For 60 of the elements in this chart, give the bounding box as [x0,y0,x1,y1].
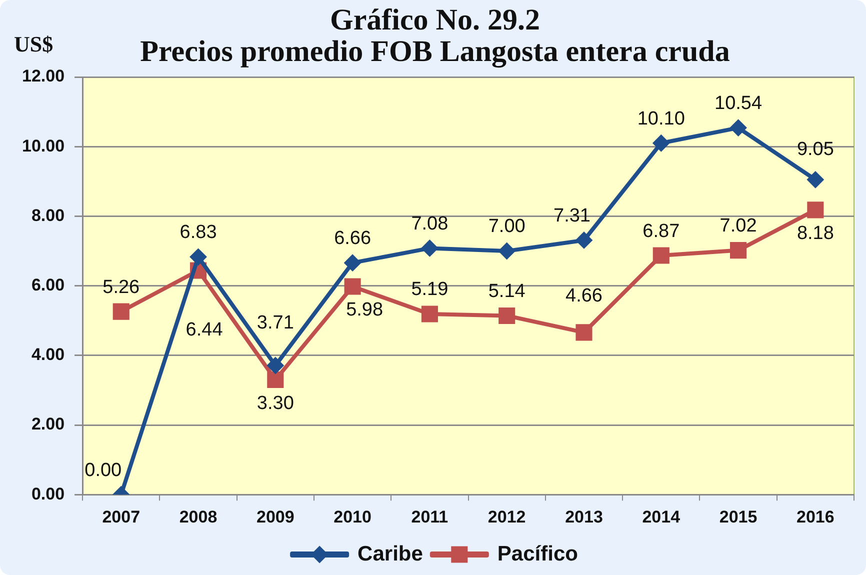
point [652,134,670,152]
data-label: 6.44 [186,320,224,341]
y-tick-label: 12.00 [22,66,65,86]
point [652,247,670,264]
x-tick-label: 2009 [256,507,294,526]
point [730,242,747,259]
data-label: 7.02 [720,216,757,237]
x-tick-label: 2011 [411,507,448,526]
point [421,240,438,257]
data-label: 3.71 [256,312,294,334]
y-tick-label: 0.00 [31,484,65,504]
point [807,202,824,218]
data-label: 6.87 [642,220,680,242]
data-label: 7.00 [488,216,526,238]
data-label: 0.00 [84,460,122,481]
data-label: 6.83 [180,222,217,244]
data-label: 6.66 [334,228,372,250]
data-label: 10.54 [714,93,762,114]
data-label: 10.10 [637,108,685,130]
point [498,242,516,260]
point [266,356,284,374]
point [421,306,438,322]
data-label: 3.30 [256,392,294,414]
data-label: 5.14 [488,280,526,302]
x-tick-label: 2008 [179,507,218,526]
data-label: 5.26 [102,276,140,298]
data-label: 7.08 [411,213,448,234]
chart-title: Gráfico No. 29.2 [330,4,540,36]
point [730,119,747,136]
x-tick-label: 2015 [719,507,758,526]
x-tick-label: 2010 [334,507,372,526]
point [575,232,592,249]
x-tick-label: 2014 [642,507,681,526]
data-label: 4.66 [565,286,602,307]
y-tick-label: 4.00 [31,345,65,364]
point [576,324,592,341]
y-tick-label: 8.00 [31,206,65,225]
data-label: 9.05 [796,138,834,160]
point [498,307,516,324]
x-tick-label: 2007 [102,507,140,526]
point [190,248,207,266]
point [344,278,361,295]
data-label: 5.98 [346,300,384,321]
chart-subtitle: Precios promedio FOB Langosta entera cruda [140,35,730,68]
point [806,171,824,188]
y-tick-label: 2.00 [31,414,65,434]
point [267,371,284,388]
data-label: 8.18 [796,223,834,244]
y-axis-title: US$ [14,32,54,57]
x-tick-label: 2012 [488,507,526,526]
y-tick-label: 10.00 [22,136,65,156]
point [112,303,130,320]
x-tick-label: 2016 [796,507,834,526]
legend-label: Pacífico [497,542,578,566]
y-tick-label: 6.00 [31,275,65,294]
x-tick-label: 2013 [565,507,603,526]
data-label: 7.31 [553,205,590,226]
data-label: 5.19 [411,279,448,300]
point [344,254,362,272]
legend-label: Caribe [358,542,423,566]
